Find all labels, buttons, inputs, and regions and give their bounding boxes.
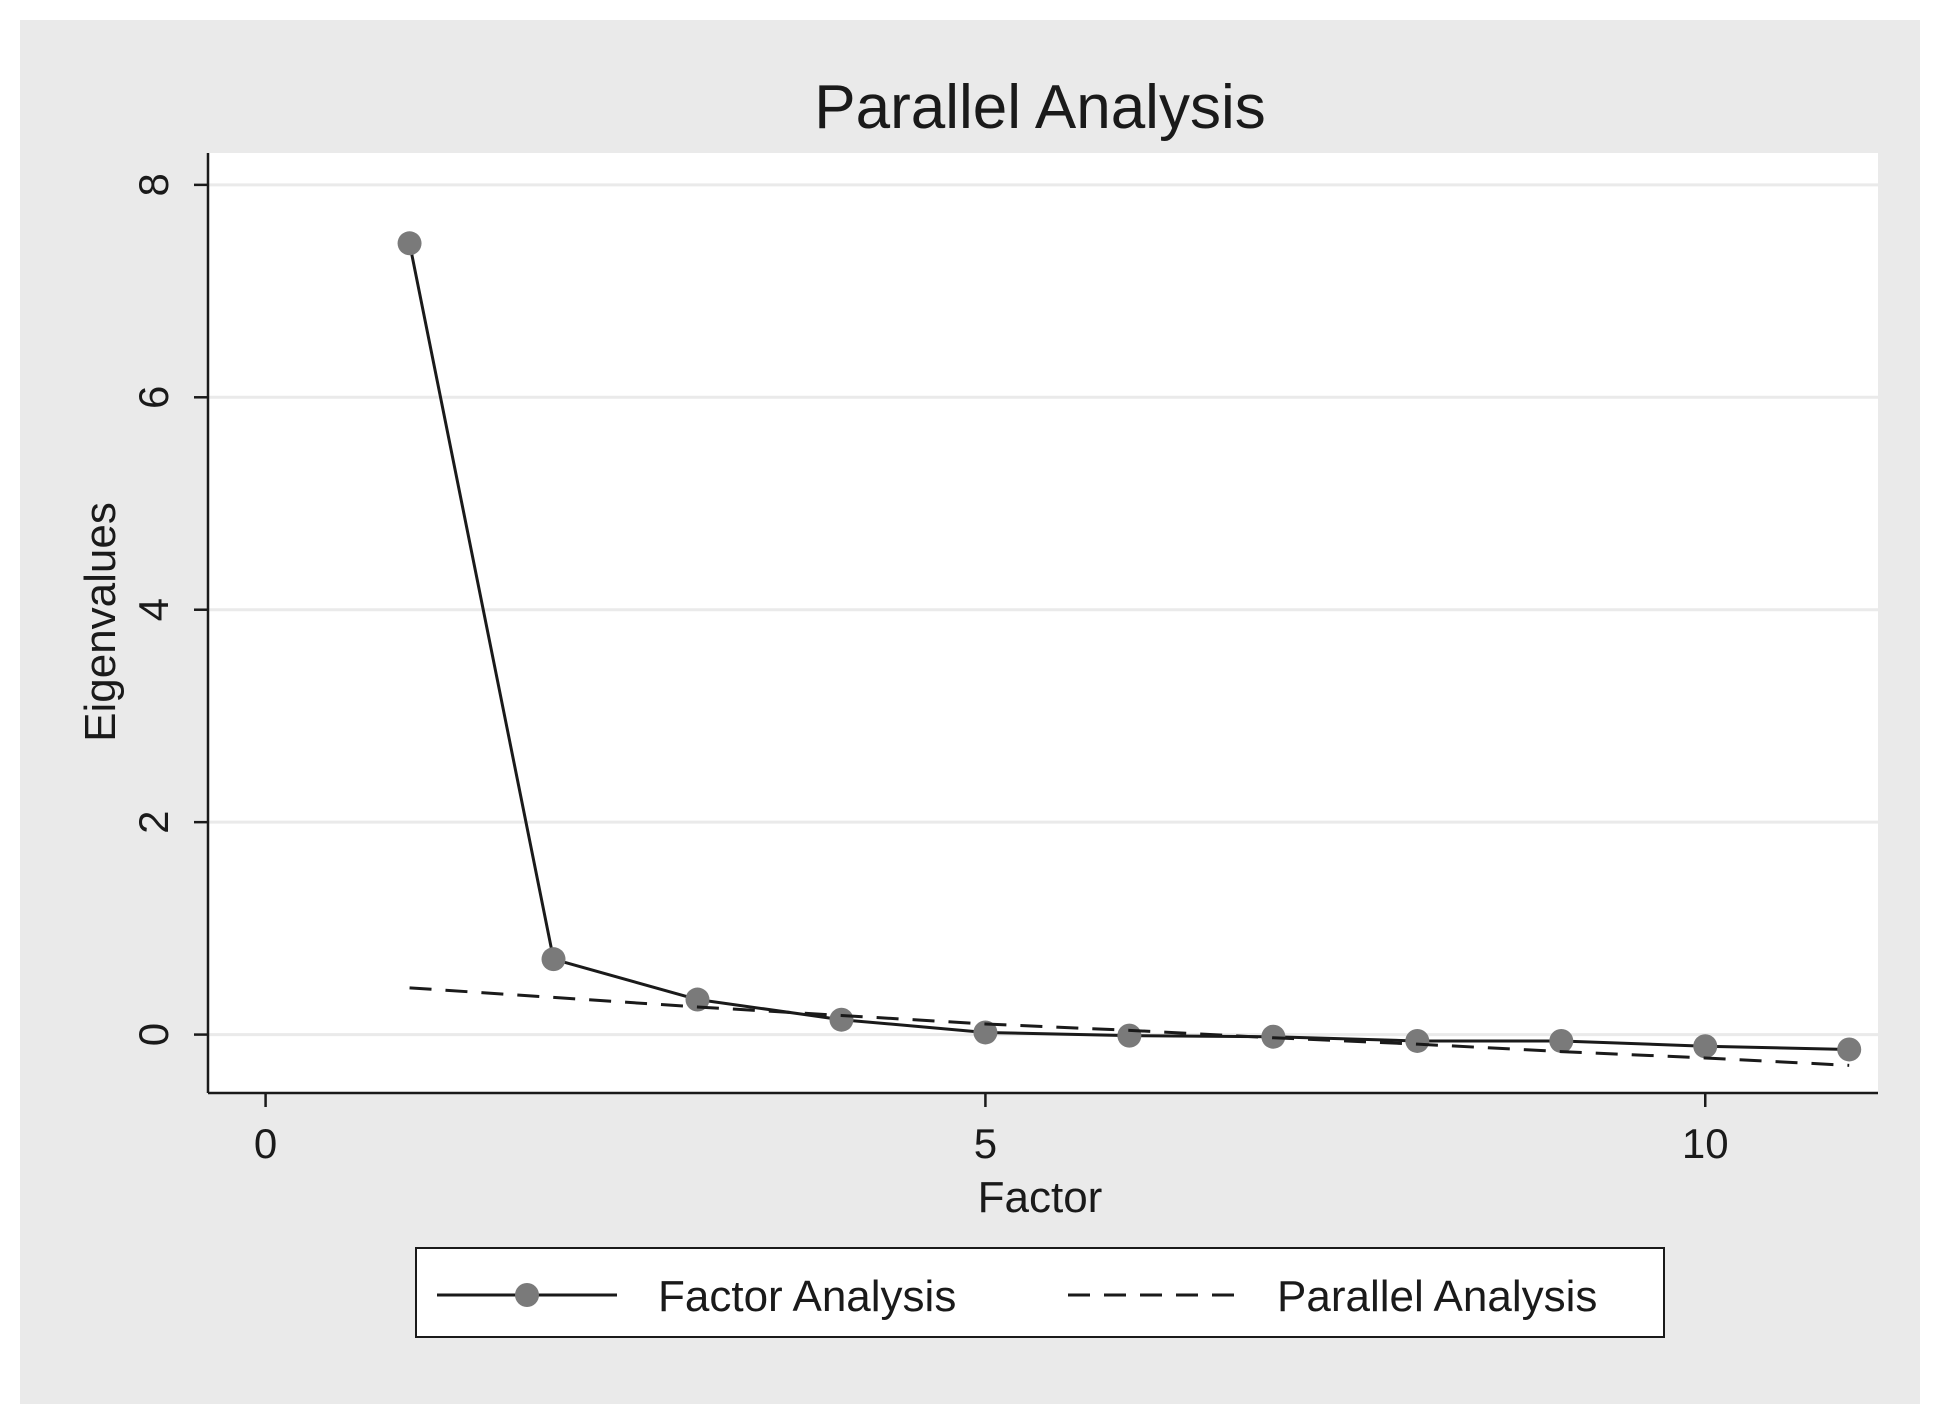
data-point-factor-analysis	[541, 947, 566, 972]
y-tick-label: 8	[130, 173, 177, 196]
plot-background	[208, 153, 1878, 1093]
axes	[206, 153, 1878, 1095]
gridlines	[208, 183, 1878, 1037]
series	[397, 231, 1862, 1067]
data-point-factor-analysis	[1117, 1023, 1142, 1048]
y-tick-label: 0	[130, 1023, 177, 1046]
chart-title: Parallel Analysis	[814, 73, 1265, 142]
data-point-factor-analysis	[829, 1007, 854, 1032]
legend: Factor Analysis Parallel Analysis	[415, 1247, 1665, 1338]
x-tick-label: 10	[1682, 1120, 1729, 1167]
y-tick-label: 4	[130, 598, 177, 621]
x-axis-label: Factor	[978, 1173, 1103, 1222]
legend-label-factor-analysis: Factor Analysis	[658, 1272, 956, 1321]
data-point-factor-analysis	[1693, 1034, 1718, 1059]
legend-marker-factor-analysis	[515, 1283, 539, 1307]
data-point-factor-analysis	[1405, 1028, 1430, 1053]
data-point-factor-analysis	[685, 987, 710, 1012]
y-tick-label: 6	[130, 386, 177, 409]
legend-box	[415, 1247, 1665, 1338]
x-tick-label: 5	[974, 1120, 997, 1167]
y-axis-label: Eigenvalues	[76, 502, 125, 742]
data-point-factor-analysis	[1549, 1028, 1574, 1053]
series-line-parallel-analysis	[409, 986, 1850, 1067]
data-point-factor-analysis	[1837, 1037, 1862, 1062]
y-tick-label: 2	[130, 810, 177, 833]
data-point-factor-analysis	[973, 1020, 998, 1045]
x-tick-label: 0	[254, 1120, 277, 1167]
legend-label-parallel-analysis: Parallel Analysis	[1277, 1272, 1597, 1321]
axis-ticks: 0 2 4 6 8 0 5 10	[130, 173, 1729, 1167]
data-point-factor-analysis	[397, 231, 422, 256]
